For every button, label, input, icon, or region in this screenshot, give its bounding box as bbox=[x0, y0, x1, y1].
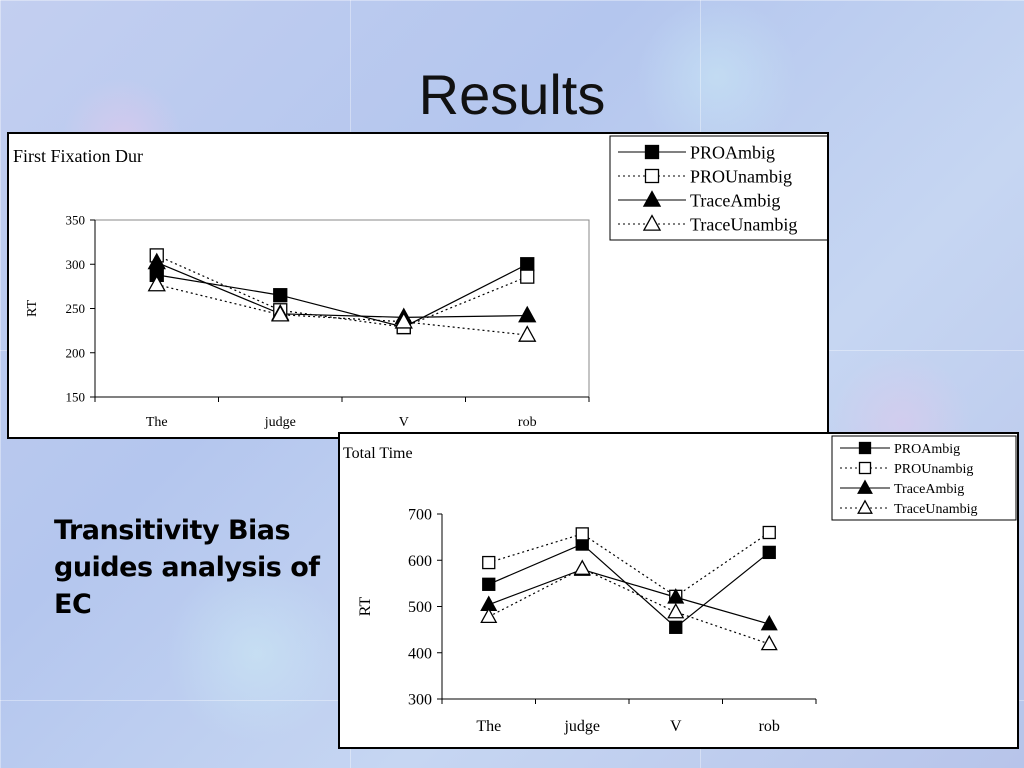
y-tick-label: 350 bbox=[66, 213, 86, 228]
legend-marker-traceambig bbox=[857, 479, 873, 494]
data-point-traceambig bbox=[760, 614, 778, 631]
y-tick-label: 500 bbox=[408, 599, 432, 616]
legend-label: TraceAmbig bbox=[690, 190, 780, 210]
x-tick-label: judge bbox=[264, 415, 296, 430]
legend-marker-traceunambig bbox=[642, 214, 662, 231]
data-point-prounambig bbox=[575, 527, 589, 541]
data-point-traceunambig bbox=[760, 634, 778, 651]
data-point-prounambig bbox=[762, 525, 776, 540]
slide-title: Results bbox=[418, 63, 606, 126]
y-tick-label: 150 bbox=[66, 390, 86, 405]
x-tick-label: The bbox=[476, 718, 501, 735]
x-tick-label: judge bbox=[563, 718, 600, 735]
legend-label: PROAmbig bbox=[690, 142, 775, 162]
data-point-prounambig bbox=[482, 555, 496, 570]
y-tick-label: 400 bbox=[408, 645, 432, 662]
data-point-traceunambig bbox=[394, 311, 413, 329]
series-line-traceambig bbox=[488, 568, 770, 625]
y-axis-label: RT bbox=[357, 597, 374, 617]
y-tick-label: 700 bbox=[408, 507, 432, 524]
data-point-proambig bbox=[482, 577, 496, 591]
data-point-traceunambig bbox=[480, 607, 498, 623]
legend-marker-prounambig bbox=[858, 461, 872, 475]
x-tick-label: V bbox=[399, 415, 409, 430]
data-point-proambig bbox=[520, 257, 535, 272]
y-tick-label: 250 bbox=[66, 301, 86, 316]
data-point-proambig bbox=[273, 288, 288, 303]
chart-title: First Fixation Dur bbox=[13, 146, 143, 166]
legend-marker-prounambig bbox=[644, 168, 660, 184]
legend-marker-traceunambig bbox=[857, 499, 873, 514]
legend-label: TraceAmbig bbox=[894, 482, 964, 497]
data-point-traceunambig bbox=[271, 304, 290, 322]
x-tick-label: rob bbox=[759, 718, 780, 735]
data-point-traceunambig bbox=[667, 602, 685, 619]
chart-title: Total Time bbox=[343, 445, 413, 462]
data-point-traceunambig bbox=[573, 559, 591, 575]
series-line-proambig bbox=[488, 543, 770, 629]
legend-marker-proambig bbox=[858, 441, 872, 455]
x-tick-label: rob bbox=[518, 415, 537, 430]
series-line-traceambig bbox=[156, 261, 528, 318]
legend-label: PROUnambig bbox=[690, 166, 792, 186]
data-point-traceambig bbox=[147, 252, 166, 270]
data-point-proambig bbox=[762, 545, 776, 560]
series-line-prounambig bbox=[488, 532, 770, 598]
y-tick-label: 300 bbox=[66, 257, 86, 272]
data-point-traceunambig bbox=[518, 325, 537, 342]
legend-label: TraceUnambig bbox=[690, 214, 797, 234]
series-line-proambig bbox=[156, 263, 528, 328]
y-tick-label: 600 bbox=[408, 553, 432, 570]
y-tick-label: 300 bbox=[408, 692, 432, 709]
data-point-traceunambig bbox=[147, 274, 166, 292]
data-point-traceambig bbox=[518, 305, 537, 323]
y-tick-label: 200 bbox=[66, 345, 86, 360]
slide-note: Transitivity Bias guides analysis of EC bbox=[54, 515, 320, 620]
x-tick-label: The bbox=[146, 415, 168, 430]
y-axis-label: RT bbox=[25, 300, 40, 317]
x-tick-label: V bbox=[670, 718, 682, 735]
legend-marker-traceambig bbox=[642, 190, 662, 207]
legend-label: PROAmbig bbox=[894, 442, 960, 457]
plot-area-frame bbox=[94, 219, 590, 398]
series-line-prounambig bbox=[156, 254, 528, 328]
legend-label: TraceUnambig bbox=[894, 502, 977, 517]
data-point-prounambig bbox=[520, 269, 535, 284]
data-point-proambig bbox=[669, 620, 683, 634]
legend-marker-proambig bbox=[644, 144, 660, 160]
series-line-traceunambig bbox=[488, 567, 770, 645]
legend-label: PROUnambig bbox=[894, 462, 973, 477]
